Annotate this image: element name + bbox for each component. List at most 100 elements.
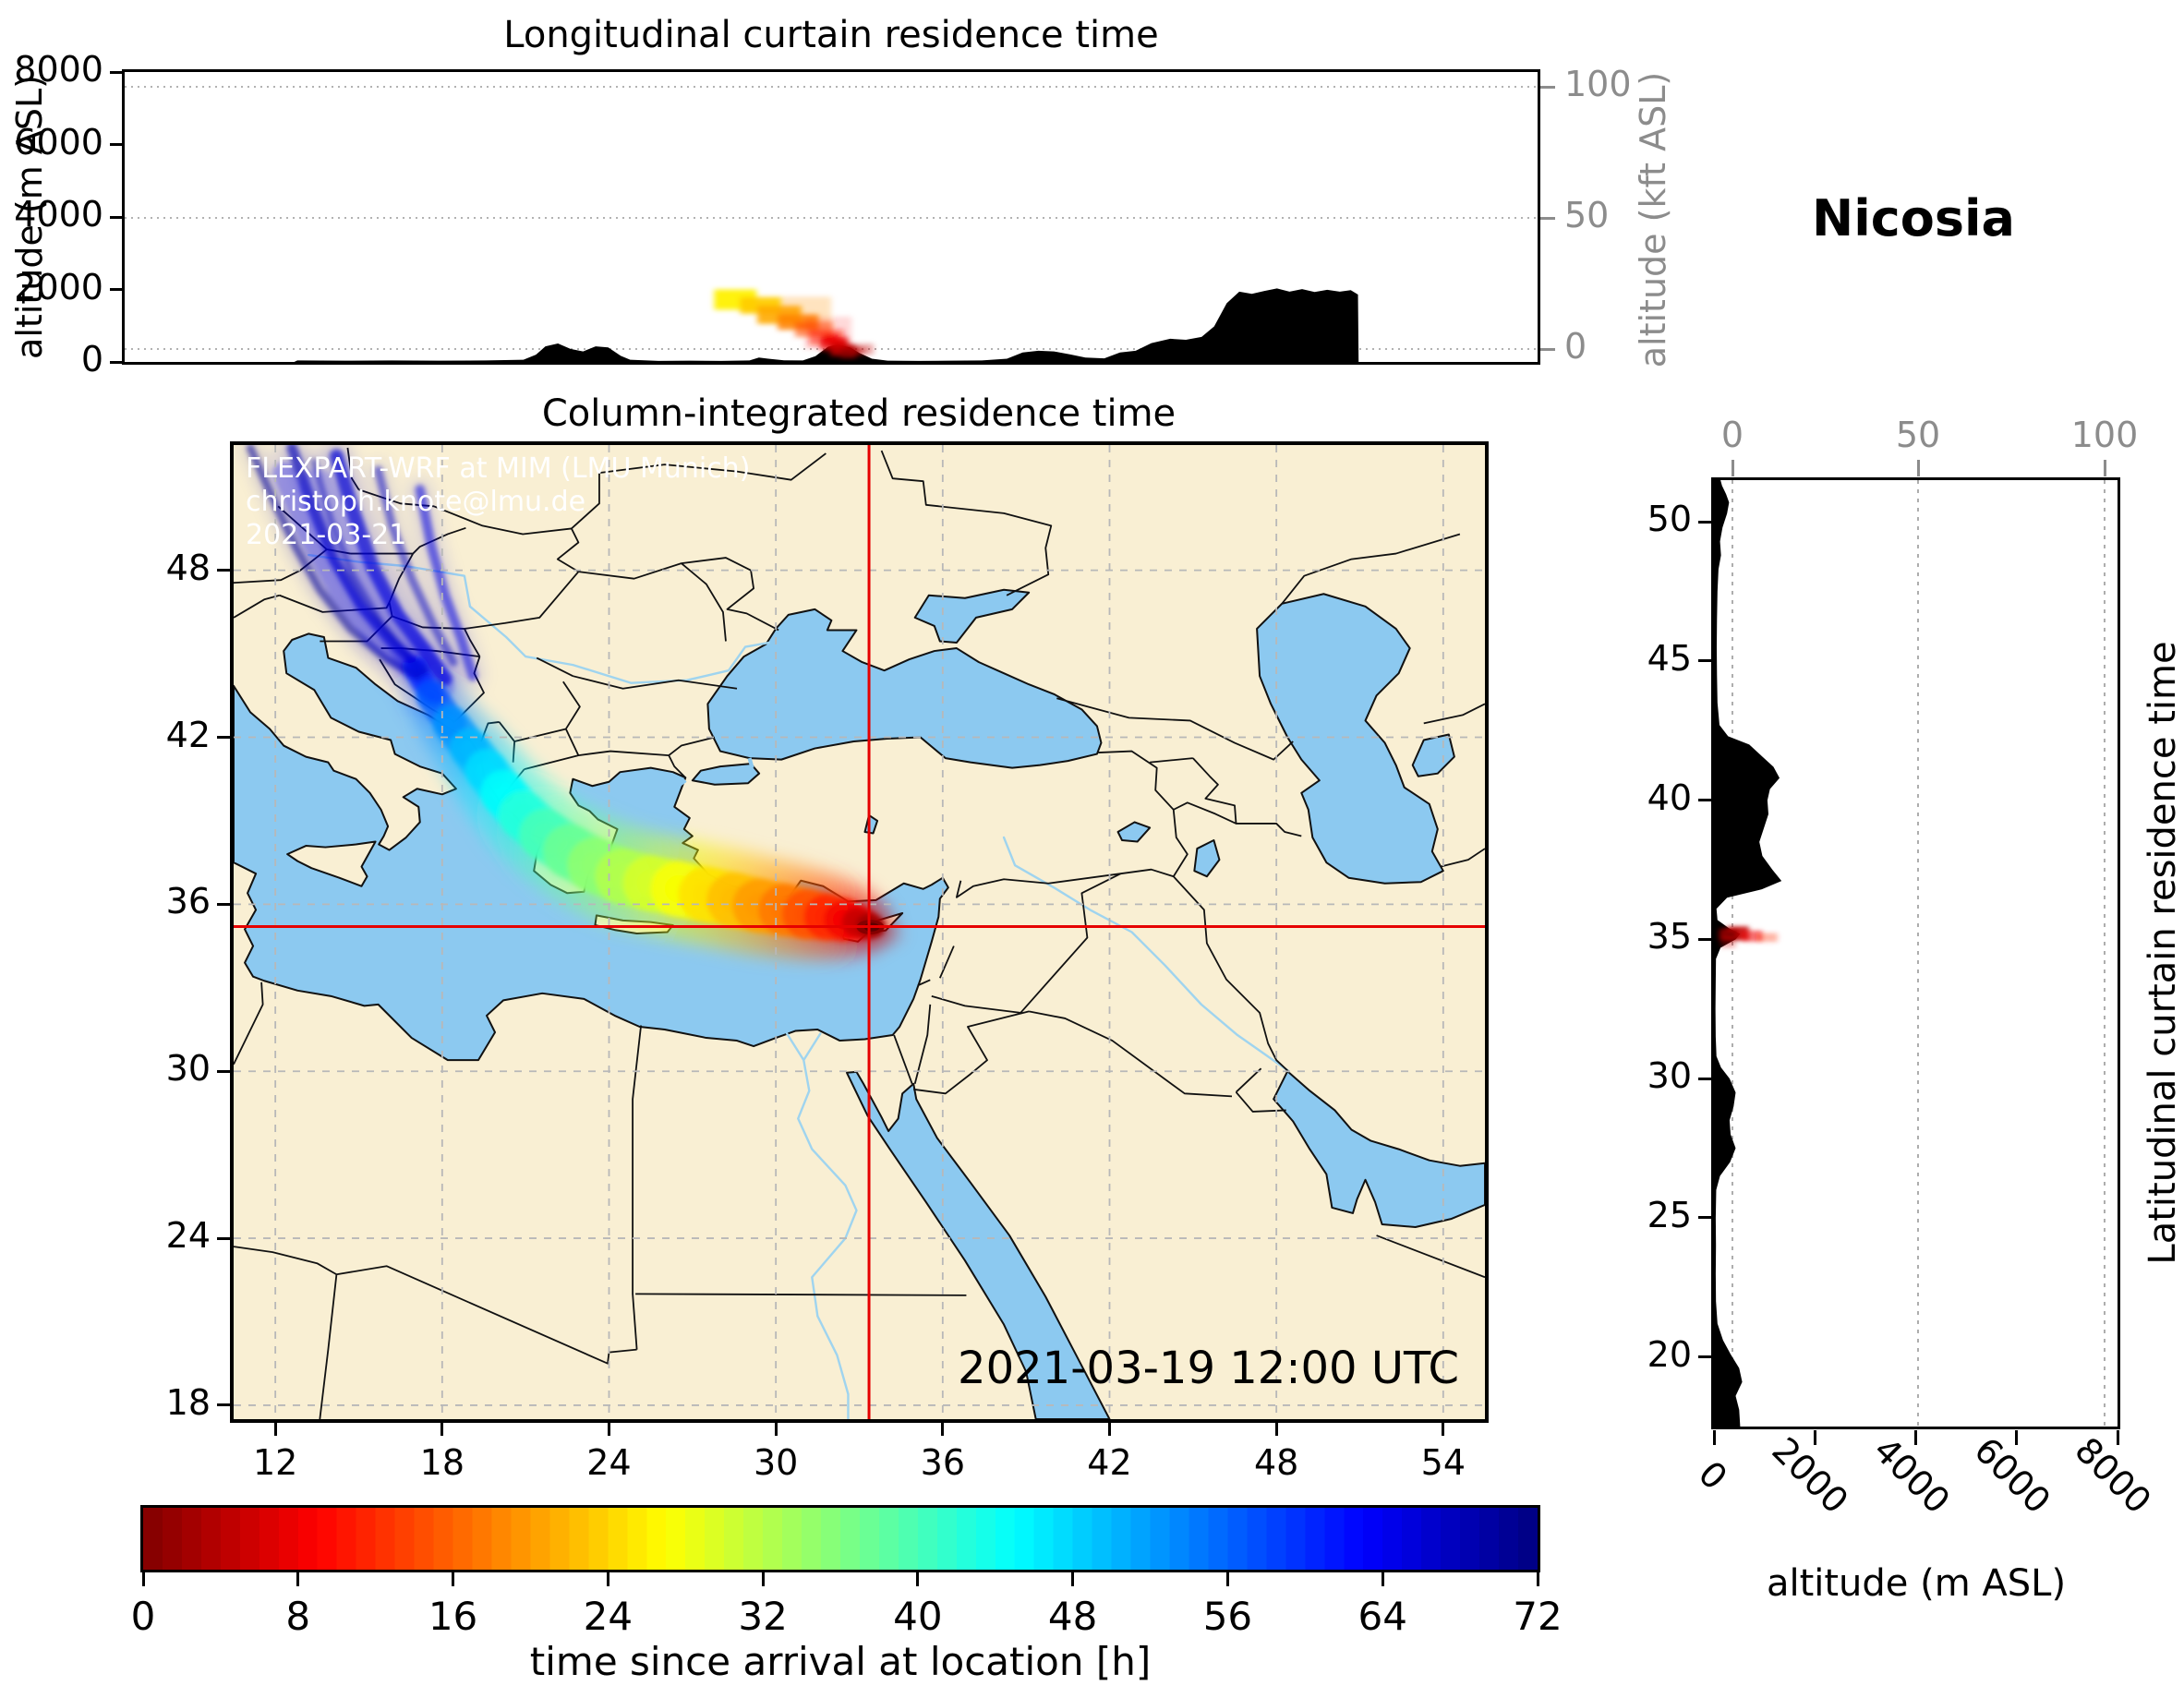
tick-mark [1107,1423,1111,1436]
latitudinal-curtain-panel [1711,477,2120,1429]
tick-mark [1540,85,1555,89]
tick-mark [1916,460,1920,476]
plume-longitudinal [714,289,874,358]
ytick-label-latitude: 48 [165,547,211,588]
tick-mark [774,1423,778,1436]
colorbar-tick-label: 8 [285,1594,311,1639]
xtick-label-altitude: 0 [1690,1452,1735,1499]
tick-mark [1442,1423,1445,1436]
plume-blob [1756,933,1778,943]
plume-latitudinal [1717,926,1778,948]
ytick-label-latitude: 36 [165,881,211,922]
tick-mark [607,1423,610,1436]
watermark-line2: christoph.knote@lmu.de [246,486,586,518]
top-panel-title: Longitudinal curtain residence time [503,14,1159,56]
plume-blob [840,349,857,358]
map-plot [234,445,1485,1419]
watermark-line1: FLEXPART-WRF at MIM (LMU Munich) [246,452,751,485]
colorbar-tick-label: 32 [738,1594,788,1639]
lake-urmia [1194,840,1219,876]
xtick-label-longitude: 18 [419,1442,465,1483]
red-sea [847,1072,1110,1419]
station-title: Nicosia [1812,189,2015,247]
xtick-label-longitude: 12 [252,1442,298,1483]
tick-mark [1071,1572,1075,1586]
borders-levant-arabia [894,873,1485,1277]
plume-filament [298,468,455,703]
ytick-label-latitude: 35 [1647,916,1692,957]
tick-mark [2116,1430,2119,1445]
tick-mark [1712,1430,1716,1445]
tick-mark [1813,1430,1816,1445]
tick-mark [2015,1430,2019,1445]
colorbar [140,1505,1540,1572]
plume-arrow [1717,930,1736,939]
caspian-sea [1257,594,1443,883]
tick-mark [1540,347,1555,351]
tick-mark [1274,1423,1278,1436]
bosporus-dardanelles [669,757,754,793]
tick-mark [141,1572,145,1586]
top-panel-ylabel-left: altitude (m ASL) [9,75,50,359]
euphrates-river [1004,837,1289,1071]
ytick-label-latitude: 50 [1647,499,1692,540]
colorbar-tick-label: 48 [1047,1594,1098,1639]
ytick-label-latitude: 30 [1647,1055,1692,1097]
ytick-label-latitude: 40 [1647,777,1692,818]
xtick-label-kft: 0 [1720,415,1744,455]
ytick-label-latitude: 18 [165,1381,211,1423]
ytick-label-latitude: 25 [1647,1194,1692,1235]
black-sea [707,609,1101,768]
colorbar-tick-label: 24 [583,1594,633,1639]
xtick-label-longitude: 36 [920,1442,966,1483]
tick-mark [1914,1430,1917,1445]
tick-mark [761,1572,765,1586]
xtick-label-altitude: 6000 [1966,1429,2058,1522]
map-datetime: 2021-03-19 12:00 UTC [958,1343,1459,1394]
terrain-profile-longitudinal [294,288,1359,362]
lake-van [1118,822,1151,841]
watermark-line3: 2021-03-21 [246,519,407,551]
borders-turkey-iran [957,752,1485,1072]
tick-mark [296,1572,300,1586]
borders-africa [234,982,966,1419]
latitudinal-curtain-plot [1714,480,2106,1427]
tick-mark [916,1572,920,1586]
sea-of-marmara [693,764,759,785]
ytick-label-kft: 50 [1564,195,1610,235]
plume-filament [374,465,458,667]
right-panel-side-label: Latitudinal curtain residence time [2142,641,2184,1265]
colorbar-label: time since arrival at location [h] [529,1639,1152,1684]
map-panel: FLEXPART-WRF at MIM (LMU Munich) christo… [230,441,1489,1423]
tick-mark [273,1423,277,1436]
plume-blob [851,343,874,355]
top-panel-ylabel-right: altitude (kft ASL) [1633,71,1673,368]
right-panel-xlabel: altitude (m ASL) [1766,1562,2067,1605]
tick-mark [2103,460,2106,476]
xtick-label-kft: 50 [1895,415,1941,455]
ytick-label-latitude: 30 [165,1048,211,1090]
persian-gulf [1273,1071,1485,1227]
ytick-label-kft: 0 [1564,326,1587,367]
ytick-label-latitude: 20 [1647,1333,1692,1375]
map-title: Column-integrated residence time [541,392,1176,435]
nile-river [787,1034,856,1419]
xtick-label-longitude: 54 [1420,1442,1466,1483]
ytick-label-kft: 100 [1564,64,1632,104]
tick-mark [1731,460,1734,476]
tick-mark [440,1423,444,1436]
colorbar-tick-label: 64 [1357,1594,1407,1639]
xtick-label-kft: 100 [2070,415,2139,455]
ytick-label-latitude: 24 [165,1215,211,1257]
xtick-label-longitude: 48 [1253,1442,1299,1483]
xtick-label-altitude: 2000 [1764,1429,1857,1522]
xtick-label-longitude: 30 [753,1442,799,1483]
xtick-label-altitude: 8000 [2067,1429,2159,1522]
colorbar-tick-label: 16 [428,1594,478,1639]
colorbar-tick-label: 40 [893,1594,943,1639]
tick-mark [452,1572,455,1586]
longitudinal-curtain-panel [122,69,1540,365]
colorbar-tick-label: 72 [1513,1594,1563,1639]
right-gridlines [1732,480,2106,1427]
